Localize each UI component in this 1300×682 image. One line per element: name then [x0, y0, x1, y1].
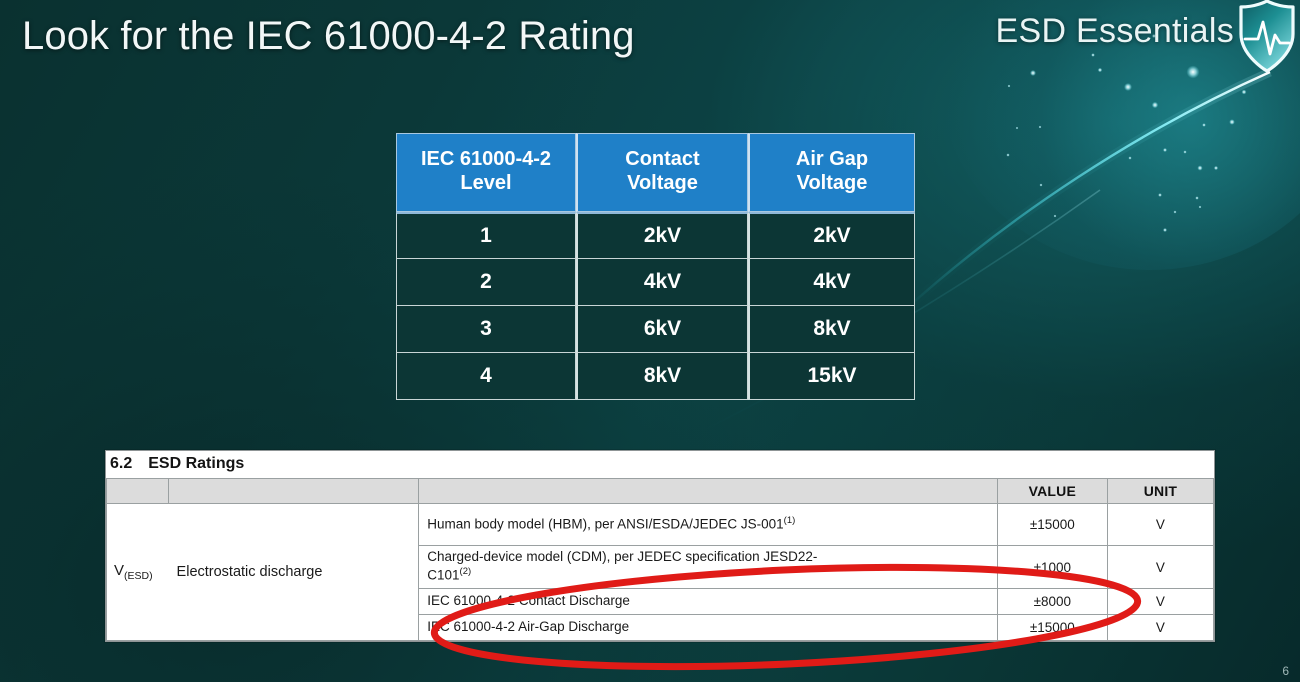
datasheet-esd-ratings: 6.2 ESD Ratings VALUE UNIT V(ESD) Electro…	[105, 450, 1215, 643]
cell-contact: 8kV	[576, 353, 748, 401]
slide-number: 6	[1282, 664, 1289, 678]
shield-heartbeat-icon	[1239, 0, 1295, 73]
cell-value: ±8000	[996, 588, 1108, 616]
cell-air: 4kV	[748, 259, 915, 307]
cell-air: 2kV	[748, 212, 915, 260]
table-header-row: IEC 61000-4-2 Level Contact Voltage Air …	[396, 133, 915, 213]
cell-unit: V	[1106, 614, 1215, 642]
column-header-contact-voltage: Contact Voltage	[576, 133, 748, 213]
header-line-1: IEC 61000-4-2	[420, 148, 552, 170]
footnote-marker: (1)	[783, 514, 796, 526]
column-header-value: VALUE	[996, 478, 1108, 504]
column-header-unit: UNIT	[1106, 478, 1215, 504]
cell-unit: V	[1106, 588, 1215, 616]
cell-level: 3	[396, 306, 576, 354]
footnote-marker: (2)	[459, 565, 472, 577]
brand-label: ESD Essentials	[995, 12, 1234, 50]
header-line-1: Air Gap	[795, 148, 869, 170]
cell-contact: 4kV	[576, 259, 748, 307]
table-row: V(ESD) Electrostatic discharge Human bod…	[105, 502, 1215, 642]
esd-ratings-table: VALUE UNIT V(ESD) Electrostatic discharg…	[105, 478, 1215, 642]
symbol-main: V	[114, 562, 125, 580]
table-header-row: VALUE UNIT	[105, 478, 1215, 504]
header-line-1: Contact	[625, 148, 700, 170]
section-number: 6.2	[110, 455, 133, 472]
table-row: 2 4kV 4kV	[396, 259, 915, 307]
cell-level: 4	[396, 353, 576, 401]
cell-value: ±15000	[996, 614, 1108, 642]
header-line-2: Voltage	[796, 171, 868, 194]
section-title-text: ESD Ratings	[148, 455, 245, 472]
cell-description: Human body model (HBM), per ANSI/ESDA/JE…	[418, 503, 998, 546]
iec-level-table: IEC 61000-4-2 Level Contact Voltage Air …	[396, 133, 915, 401]
cell-air: 8kV	[748, 306, 915, 354]
cell-air: 15kV	[748, 353, 915, 401]
header-line-2: Voltage	[627, 171, 698, 194]
description-text: Human body model (HBM), per ANSI/ESDA/JE…	[427, 516, 784, 532]
cell-description: IEC 61000-4-2 Contact Discharge	[418, 588, 998, 616]
column-header-parameter	[168, 478, 420, 504]
datasheet-section-title: 6.2 ESD Ratings	[106, 451, 1214, 478]
cell-description: IEC 61000-4-2 Air-Gap Discharge	[418, 614, 998, 642]
cell-value: ±15000	[996, 503, 1108, 546]
cell-value: ±1000	[996, 544, 1108, 590]
header-line-2: Level	[460, 171, 512, 194]
cell-parameter: Electrostatic discharge	[168, 502, 420, 642]
symbol-subscript: (ESD)	[124, 570, 153, 583]
column-header-level: IEC 61000-4-2 Level	[396, 133, 576, 213]
cell-unit: V	[1106, 503, 1215, 546]
column-header-description	[418, 478, 998, 504]
column-header-air-gap-voltage: Air Gap Voltage	[748, 133, 915, 213]
cell-contact: 2kV	[576, 212, 748, 260]
cell-contact: 6kV	[576, 306, 748, 354]
table-row: 3 6kV 8kV	[396, 306, 915, 354]
table-row: 4 8kV 15kV	[396, 353, 915, 401]
cell-level: 2	[396, 259, 576, 307]
cell-level: 1	[396, 212, 576, 260]
column-header-symbol	[105, 478, 170, 504]
table-row: 1 2kV 2kV	[396, 212, 915, 260]
cell-unit: V	[1106, 544, 1215, 590]
cell-symbol: V(ESD)	[105, 502, 169, 642]
description-text: Charged-device model (CDM), per JEDEC sp…	[427, 549, 818, 564]
description-text-line2: C101	[427, 567, 460, 583]
page-title: Look for the IEC 61000-4-2 Rating	[22, 14, 635, 58]
cell-description: Charged-device model (CDM), per JEDEC sp…	[418, 544, 998, 590]
